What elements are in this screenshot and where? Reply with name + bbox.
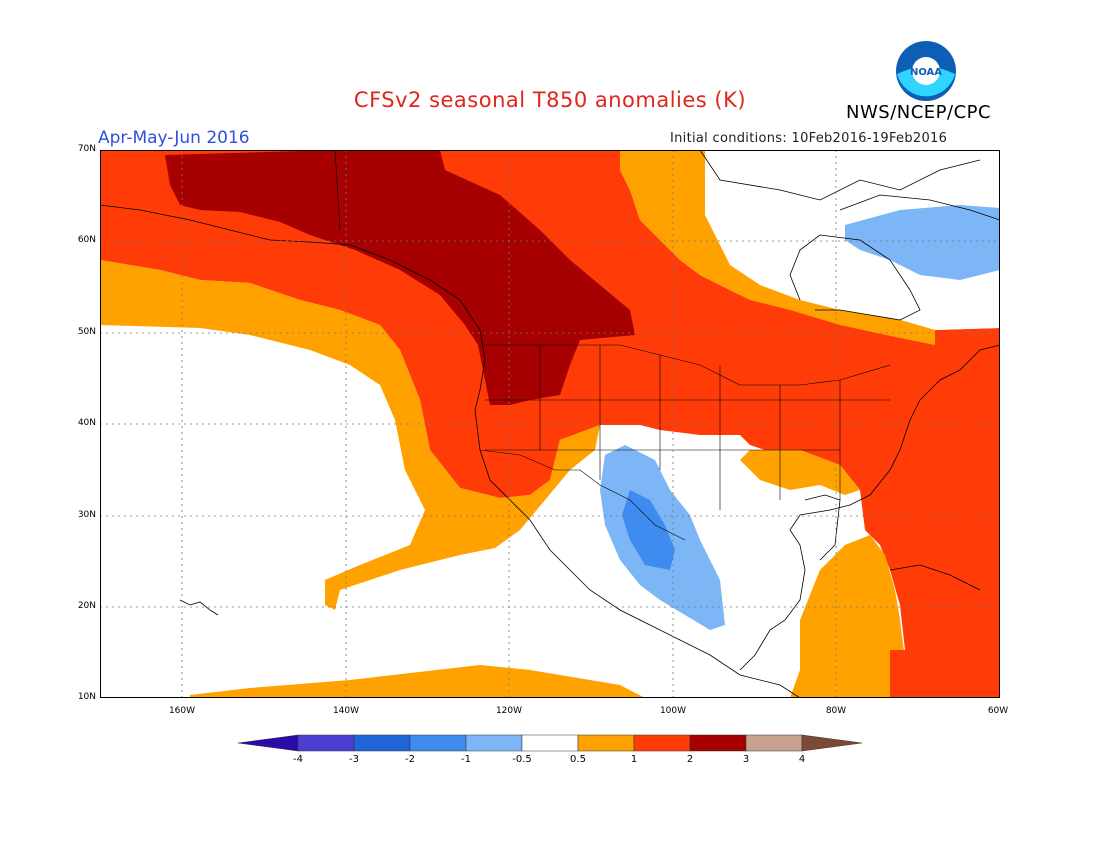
anomaly-region-05to1-south: [190, 665, 645, 698]
season-label: Apr-May-Jun 2016: [98, 128, 250, 148]
anomaly-map: [100, 150, 1000, 698]
anomaly-region-05to1-hudson: [620, 150, 935, 345]
colorbar-cell: [577, 734, 635, 752]
colorbar-label: -2: [405, 754, 415, 765]
lat-label-20n: 20N: [77, 601, 96, 611]
lon-label-120w: 120W: [495, 706, 523, 716]
lon-label-80w: 80W: [825, 706, 847, 716]
anomaly-region-05to1-caribbean: [790, 535, 910, 698]
initial-conditions-label: Initial conditions: 10Feb2016-19Feb2016: [670, 131, 948, 146]
borders: [334, 150, 891, 541]
colorbar-label: -0.5: [512, 754, 532, 765]
colorbar-label: 4: [798, 754, 806, 765]
colorbar-cell: [297, 734, 355, 752]
colorbar-cell: [353, 734, 411, 752]
anomaly-region-05to1-southeast: [740, 450, 860, 495]
anomaly-region-neg1to2: [622, 490, 675, 570]
lat-lon-grid: [100, 150, 1000, 698]
colorbar-cell: [745, 734, 803, 752]
colorbar: [238, 734, 862, 752]
lon-label-60w: 60W: [987, 706, 1009, 716]
anomaly-region-neg05to1-labrador: [845, 205, 1000, 280]
colorbar-cell: [238, 734, 299, 752]
colorbar-cell: [465, 734, 523, 752]
lat-label-10n: 10N: [77, 692, 96, 702]
colorbar-cell: [409, 734, 467, 752]
anomaly-field: [100, 150, 1000, 698]
lon-label-100w: 100W: [659, 706, 687, 716]
colorbar-cell: [633, 734, 691, 752]
colorbar-label: 0.5: [570, 754, 586, 765]
lat-label-40n: 40N: [77, 418, 96, 428]
colorbar-cell: [689, 734, 747, 752]
lat-label-60n: 60N: [77, 235, 96, 245]
colorbar-cell: [801, 734, 862, 752]
colorbar-label: -4: [293, 754, 303, 765]
noaa-logo: NOAA: [896, 41, 956, 101]
colorbar-label: -3: [349, 754, 359, 765]
lat-label-30n: 30N: [77, 510, 96, 520]
lat-label-50n: 50N: [77, 327, 96, 337]
colorbar-label: 1: [630, 754, 638, 765]
anomaly-region-1to2-caribbean: [890, 650, 930, 698]
agency-label: NWS/NCEP/CPC: [846, 102, 992, 123]
anomaly-region-05to1-pacific: [100, 260, 600, 610]
coastlines: [100, 150, 1000, 698]
colorbar-cell: [521, 734, 579, 752]
anomaly-region-2to3-northwest: [165, 150, 635, 405]
lon-label-140w: 140W: [332, 706, 360, 716]
lat-label-70n: 70N: [77, 144, 96, 154]
lon-label-160w: 160W: [168, 706, 196, 716]
colorbar-label: -1: [461, 754, 471, 765]
colorbar-label: 2: [686, 754, 694, 765]
colorbar-label: 3: [742, 754, 750, 765]
map-title: CFSv2 seasonal T850 anomalies (K): [353, 88, 747, 112]
logo-text: NOAA: [910, 67, 942, 78]
